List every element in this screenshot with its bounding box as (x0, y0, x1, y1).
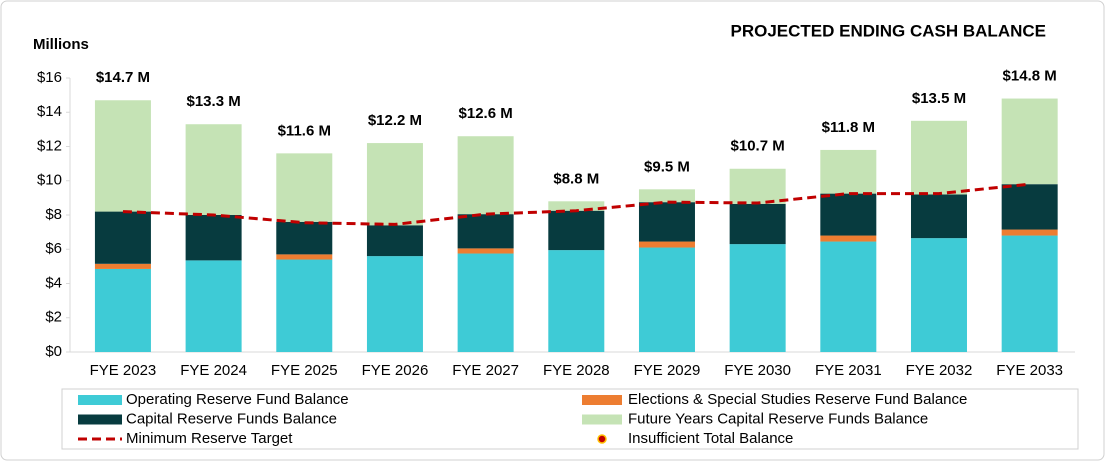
x-tick-label: FYE 2027 (452, 362, 519, 379)
y-tick-label: $10 (37, 172, 62, 189)
bar-segment (94, 268, 151, 352)
bar-segment (276, 259, 333, 352)
bar-segment (366, 256, 423, 352)
bar-segment (820, 149, 877, 194)
total-label: $12.2 M (368, 112, 422, 129)
bar-segment (276, 221, 333, 255)
total-label: $9.5 M (644, 158, 690, 175)
x-tick-label: FYE 2029 (634, 362, 701, 379)
total-label: $8.8 M (553, 170, 599, 187)
bar-segment (820, 235, 877, 242)
y-tick-label: $6 (45, 240, 62, 257)
legend-label: Capital Reserve Funds Balance (126, 410, 337, 427)
bar-segment (729, 203, 786, 245)
total-label: $13.3 M (187, 93, 241, 110)
bar-segment (366, 143, 423, 226)
bar-segment (457, 253, 514, 352)
bar-segment (910, 120, 967, 195)
total-label: $10.7 M (731, 138, 785, 155)
y-tick-label: $14 (37, 103, 62, 120)
bar-segment (548, 210, 605, 251)
total-label: $11.6 M (278, 122, 331, 139)
x-tick-label: FYE 2033 (996, 362, 1063, 379)
bar-segment (729, 244, 786, 352)
legend-label: Insufficient Total Balance (628, 430, 793, 447)
x-tick-label: FYE 2030 (724, 362, 791, 379)
bar-segment (910, 194, 967, 239)
x-tick-label: FYE 2032 (906, 362, 973, 379)
bar-segment (276, 153, 333, 222)
bar-segment (820, 241, 877, 352)
reserve-line (122, 182, 1030, 226)
bar-segment (457, 248, 514, 254)
bar-segment (548, 250, 605, 352)
total-label: $12.6 M (459, 105, 513, 122)
bar-segment (185, 124, 242, 215)
y-tick-label: $2 (45, 309, 62, 326)
y-tick-label: $8 (45, 206, 62, 223)
bar-segment (276, 254, 333, 260)
y-tick-label: $4 (45, 274, 62, 291)
bar-segment (185, 260, 242, 352)
bar-segment (548, 201, 605, 211)
legend-swatch (78, 395, 122, 405)
x-tick-label: FYE 2025 (271, 362, 338, 379)
bar-segment (94, 100, 151, 212)
bar-segment (638, 202, 695, 242)
x-tick-label: FYE 2024 (180, 362, 247, 379)
legend-label: Operating Reserve Fund Balance (126, 391, 349, 408)
x-tick-label: FYE 2028 (543, 362, 610, 379)
bar-segment (94, 211, 151, 264)
total-label: $14.7 M (96, 69, 150, 86)
bar-segment (638, 241, 695, 248)
legend-swatch (582, 395, 622, 405)
total-label: $13.5 M (912, 90, 966, 107)
bar-segment (1001, 229, 1058, 236)
chart-title: PROJECTED ENDING CASH BALANCE (731, 21, 1046, 40)
bar-segment (94, 263, 151, 269)
legend-label: Elections & Special Studies Reserve Fund… (628, 391, 967, 408)
bar-segment (457, 136, 514, 215)
x-tick-label: FYE 2031 (815, 362, 882, 379)
bar-segment (729, 168, 786, 204)
total-label: $11.8 M (822, 119, 875, 136)
bar-segment (1001, 98, 1058, 185)
bar-segment (638, 189, 695, 203)
legend-label: Minimum Reserve Target (126, 430, 293, 447)
legend-frame (61, 388, 1079, 450)
bar-segment (185, 215, 242, 261)
bar-segment (910, 238, 967, 352)
y-tick-label: $16 (37, 69, 62, 86)
bar-segment (1001, 235, 1058, 352)
bar-segment (457, 214, 514, 249)
bar-segment (638, 247, 695, 352)
total-label: $14.8 M (1003, 68, 1057, 85)
legend-swatch (582, 414, 622, 425)
x-tick-label: FYE 2023 (90, 362, 157, 379)
x-tick-label: FYE 2026 (362, 362, 429, 379)
bar-segment (366, 225, 423, 257)
y-tick-label: $0 (45, 343, 62, 360)
bar-segment (820, 193, 877, 236)
bar-segment (1001, 184, 1058, 230)
legend-swatch (78, 414, 122, 425)
legend-swatch (597, 434, 607, 444)
legend-label: Future Years Capital Reserve Funds Balan… (628, 410, 928, 427)
y-tick-label: $12 (37, 137, 62, 154)
y-axis-label: Millions (33, 36, 89, 53)
